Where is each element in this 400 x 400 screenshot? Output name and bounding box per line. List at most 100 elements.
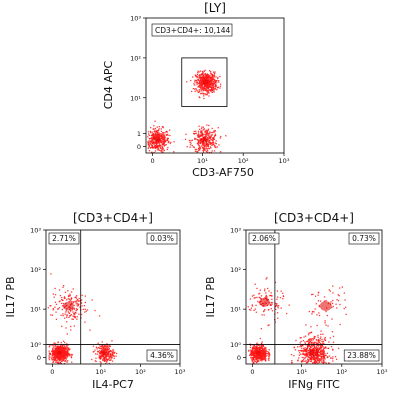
panel-1-event-dot	[160, 134, 163, 136]
panel-1-event-dot	[206, 148, 208, 150]
panel-3-population-core	[319, 301, 332, 311]
panel-2-event-dot	[69, 300, 71, 302]
panel-3-event-dot	[314, 308, 316, 310]
panel-2-x-tick-label: 10²	[135, 368, 146, 376]
panel-2-event-dot	[66, 353, 68, 355]
panel-1-event-dot	[199, 74, 201, 76]
panel-1-event-dot	[211, 127, 213, 130]
panel-1-event-dot	[210, 136, 212, 138]
panel-1-event-dot	[207, 78, 210, 80]
panel-1-event-dot	[212, 89, 214, 91]
panel-3-event-dot	[257, 354, 259, 357]
panel-3-event-dot	[315, 303, 317, 305]
panel-2-population-core	[101, 350, 107, 355]
panel-1-event-dot	[200, 130, 202, 132]
panel-3-event-dot	[252, 362, 254, 364]
panel-3-event-dot	[268, 359, 270, 361]
panel-1-event-dot	[204, 74, 206, 76]
panel-1-event-dot	[189, 146, 191, 148]
panel-3-event-dot	[257, 358, 259, 360]
panel-1-event-dot	[156, 130, 158, 132]
panel-3-event-dot	[313, 361, 315, 364]
panel-3-event-dot	[262, 355, 264, 358]
panel-1-event-dot	[152, 146, 154, 149]
panel-3-y-tick-label: 10³	[230, 227, 241, 235]
panel-3-event-dot	[262, 351, 264, 354]
panel-3-event-dot	[260, 349, 262, 352]
panel-3-event-dot	[261, 354, 263, 357]
panel-2-event-dot	[95, 360, 97, 363]
panel-1-event-dot	[217, 77, 219, 80]
panel-2-event-dot	[66, 352, 68, 354]
panel-1-event-dot	[158, 145, 161, 147]
panel-3-event-dot	[276, 290, 279, 292]
panel-3-event-dot	[253, 356, 255, 358]
panel-1-event-dot	[198, 134, 200, 136]
panel-2-event-dot	[106, 347, 109, 349]
panel-3-event-dot	[317, 292, 320, 294]
panel-1-event-dot	[208, 86, 210, 88]
panel-3-event-dot	[332, 348, 334, 350]
panel-1-event-dot	[194, 84, 196, 86]
panel-1-event-dot	[159, 133, 161, 135]
panel-3-event-dot	[256, 347, 258, 349]
panel-3-event-dot	[256, 356, 258, 359]
panel-2-event-dot	[54, 301, 57, 303]
panel-1-event-dot	[211, 144, 214, 146]
panel-3-event-dot	[330, 301, 332, 303]
panel-3-event-dot	[322, 353, 324, 356]
panel-3-event-dot	[301, 344, 304, 347]
panel-1-event-dot	[207, 76, 209, 78]
panel-3-event-dot	[288, 304, 290, 306]
panel-2-event-dot	[104, 349, 107, 351]
panel-1-event-dot	[184, 138, 187, 140]
panel-3-event-dot	[326, 314, 328, 317]
panel-3-event-dot	[251, 358, 253, 360]
panel-1-event-dot	[206, 74, 209, 77]
panel-1-event-dot	[205, 77, 207, 79]
panel-1-event-dot	[199, 76, 201, 78]
panel-2-event-dot	[111, 353, 114, 355]
panel-3-event-dot	[250, 352, 252, 354]
panel-1-event-dot	[151, 133, 153, 135]
panel-3-event-dot	[315, 347, 317, 349]
panel-1-event-dot	[202, 151, 205, 153]
panel-3-event-dot	[315, 358, 317, 360]
panel-1-event-dot	[155, 144, 157, 146]
panel-3-event-dot	[309, 358, 311, 361]
panel-1-event-dot	[198, 136, 200, 138]
panel-3-y-axis-label: IL17 PB	[204, 276, 217, 317]
panel-1-event-dot	[208, 134, 210, 136]
panel-2-event-dot	[72, 311, 74, 313]
panel-3-event-dot	[323, 348, 325, 350]
panel-2-event-dot	[112, 351, 114, 353]
panel-3-quadrant-box-bottom-right	[343, 349, 380, 362]
panel-1-event-dot	[196, 73, 199, 76]
panel-3-event-dot	[302, 350, 305, 353]
panel-2-event-dot	[62, 346, 64, 349]
panel-2-event-dot	[76, 299, 79, 301]
panel-1-event-dot	[210, 139, 212, 141]
panel-2-event-dot	[70, 309, 72, 312]
panel-2-event-dot	[109, 352, 111, 354]
panel-3-event-dot	[254, 283, 256, 285]
panel-3-event-dot	[321, 357, 323, 359]
panel-1-population-core	[200, 137, 208, 144]
panel-2-event-dot	[61, 348, 63, 350]
panel-1-event-dot	[207, 130, 209, 132]
panel-3-event-dot	[253, 344, 256, 347]
panel-2-event-dot	[68, 316, 70, 318]
panel-2-event-dot	[60, 314, 62, 316]
panel-1-event-dot	[202, 133, 204, 136]
panel-3-event-dot	[268, 349, 270, 351]
panel-2-event-dot	[78, 300, 80, 302]
panel-3-event-dot	[302, 360, 304, 362]
panel-1-event-dot	[154, 120, 156, 122]
panel-2-event-dot	[61, 299, 64, 301]
panel-3-event-dot	[307, 342, 310, 345]
panel-1-event-dot	[201, 144, 203, 146]
panel-3-x-tick-label: 10¹	[296, 368, 307, 376]
panel-2-event-dot	[98, 354, 100, 356]
panel-2-event-dot	[48, 346, 50, 348]
panel-3-event-dot	[263, 314, 265, 316]
